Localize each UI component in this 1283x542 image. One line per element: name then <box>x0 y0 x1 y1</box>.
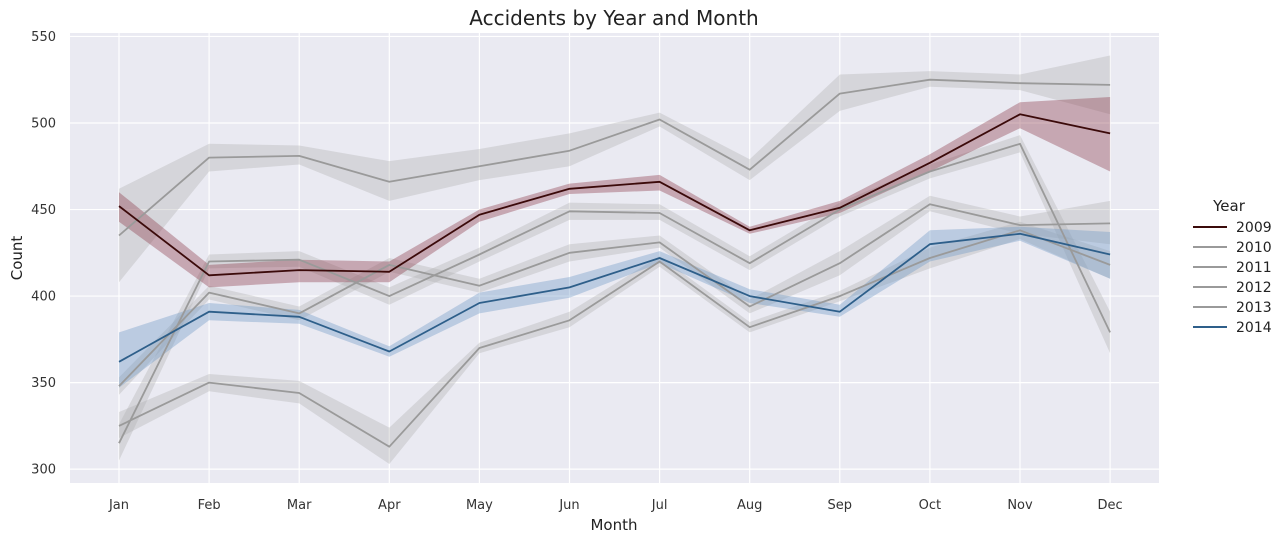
y-tick-label: 350 <box>31 376 56 391</box>
x-tick-label: Jun <box>558 498 579 513</box>
legend: Year 2009 2010 2011 2012 2013 2014 <box>1193 197 1272 336</box>
band-2012 <box>119 221 1111 464</box>
series-line-2013 <box>118 142 1111 444</box>
legend-label-2010: 2010 <box>1236 240 1272 256</box>
band-2009 <box>119 97 1111 288</box>
x-tick-label: Nov <box>1007 498 1033 513</box>
y-tick-label: 400 <box>31 290 56 305</box>
series-line-2010 <box>118 78 1111 237</box>
series-line-2014 <box>118 232 1111 363</box>
x-tick-label: Aug <box>737 498 762 513</box>
legend-title: Year <box>1212 197 1246 215</box>
series-lines <box>118 78 1111 448</box>
x-tick-label: Oct <box>919 498 941 513</box>
band-2014 <box>119 226 1111 388</box>
x-tick-label: Dec <box>1098 498 1123 513</box>
y-tick-label: 500 <box>31 117 56 132</box>
confidence-bands <box>119 55 1111 464</box>
y-tick-label: 300 <box>31 463 56 478</box>
band-2010 <box>119 55 1111 283</box>
x-tick-label: Feb <box>198 498 221 513</box>
x-axis-label: Month <box>590 516 637 534</box>
y-tick-label: 550 <box>31 30 56 45</box>
x-tick-label: Jan <box>108 498 129 513</box>
legend-label-2012: 2012 <box>1236 280 1272 296</box>
series-line-2011 <box>118 203 1111 387</box>
x-tick-label: Sep <box>828 498 853 513</box>
x-tick-label: Apr <box>378 498 401 513</box>
legend-label-2014: 2014 <box>1236 320 1272 336</box>
x-tick-label: Mar <box>287 498 312 513</box>
band-2011 <box>119 195 1111 395</box>
y-axis-ticks: 300 350 400 450 500 550 <box>31 30 56 478</box>
plot-area <box>70 33 1159 483</box>
x-tick-label: May <box>466 498 493 513</box>
y-tick-label: 450 <box>31 203 56 218</box>
series-line-2012 <box>118 229 1111 448</box>
grid-lines <box>70 33 1159 483</box>
x-axis-ticks: Jan Feb Mar Apr May Jun Jul Aug Sep Oct Nov Dec <box>108 498 1123 513</box>
legend-items: 2009 2010 2011 2012 2013 2014 <box>1193 220 1272 336</box>
legend-label-2013: 2013 <box>1236 300 1272 316</box>
legend-label-2011: 2011 <box>1236 260 1272 276</box>
chart-title: Accidents by Year and Month <box>469 6 758 30</box>
legend-label-2009: 2009 <box>1236 220 1272 236</box>
x-tick-label: Jul <box>651 498 668 513</box>
y-axis-label: Count <box>8 236 26 281</box>
series-line-2009 <box>118 113 1111 277</box>
